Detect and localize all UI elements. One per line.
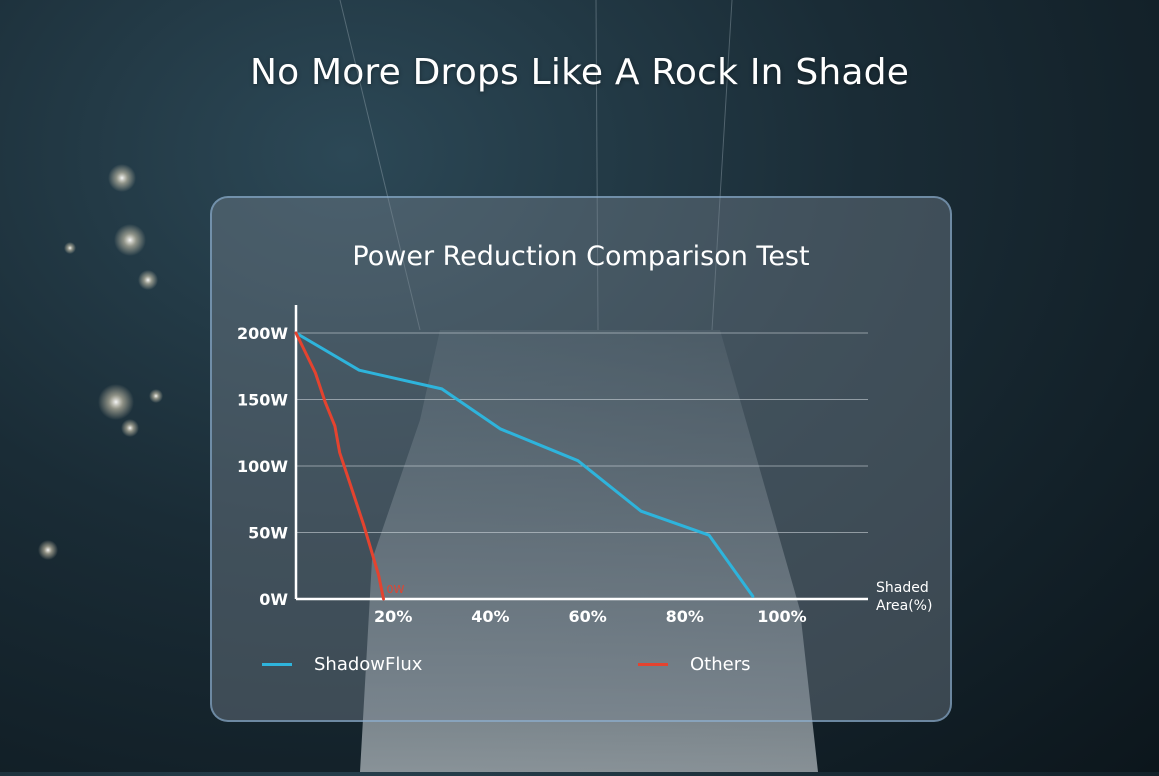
y-tick-label: 0W [259,590,288,609]
page-headline: No More Drops Like A Rock In Shade [249,52,910,93]
y-tick-label: 200W [237,324,288,343]
series-line-shadowflux [294,331,755,598]
x-axis-label-line1: Shaded [876,580,929,596]
chart-title: Power Reduction Comparison Test [352,241,810,272]
x-tick-label: 40% [471,607,509,626]
water-glints [38,164,163,560]
y-tick-label: 150W [237,391,288,410]
series-line-others [294,331,385,601]
y-tick-label: 50W [248,524,288,543]
y-axis-ticks: 0W 50W 100W 150W 200W [237,324,288,609]
legend-item-others: Others [638,654,751,675]
chart-axes [294,305,868,601]
legend-swatch-others [638,663,668,666]
x-axis-label-line2: Area(%) [876,598,932,614]
x-tick-label: 80% [666,607,704,626]
chart-panel: Power Reduction Comparison Test 0W 50W 100… [210,196,952,722]
legend-swatch-shadowflux [262,663,292,666]
y-tick-label: 100W [237,457,288,476]
annotation-label: 0W [386,583,404,596]
legend-label-others: Others [690,654,751,675]
x-tick-label: 60% [568,607,606,626]
legend-item-shadowflux: ShadowFlux [262,654,422,675]
x-axis-ticks: 20% 40% 60% 80% 100% [374,607,807,626]
boat-silhouette [360,330,818,772]
line-chart: 0W 50W 100W 150W 200W 20% 40% 60% 80% 100% Shade… [237,305,932,626]
grid-lines [296,332,868,533]
rigging-lines [339,0,733,331]
x-tick-label: 100% [757,607,806,626]
chart-annotations: 0W [386,583,404,596]
data-series [294,331,755,601]
legend-label-shadowflux: ShadowFlux [314,654,423,675]
x-tick-label: 20% [374,607,412,626]
